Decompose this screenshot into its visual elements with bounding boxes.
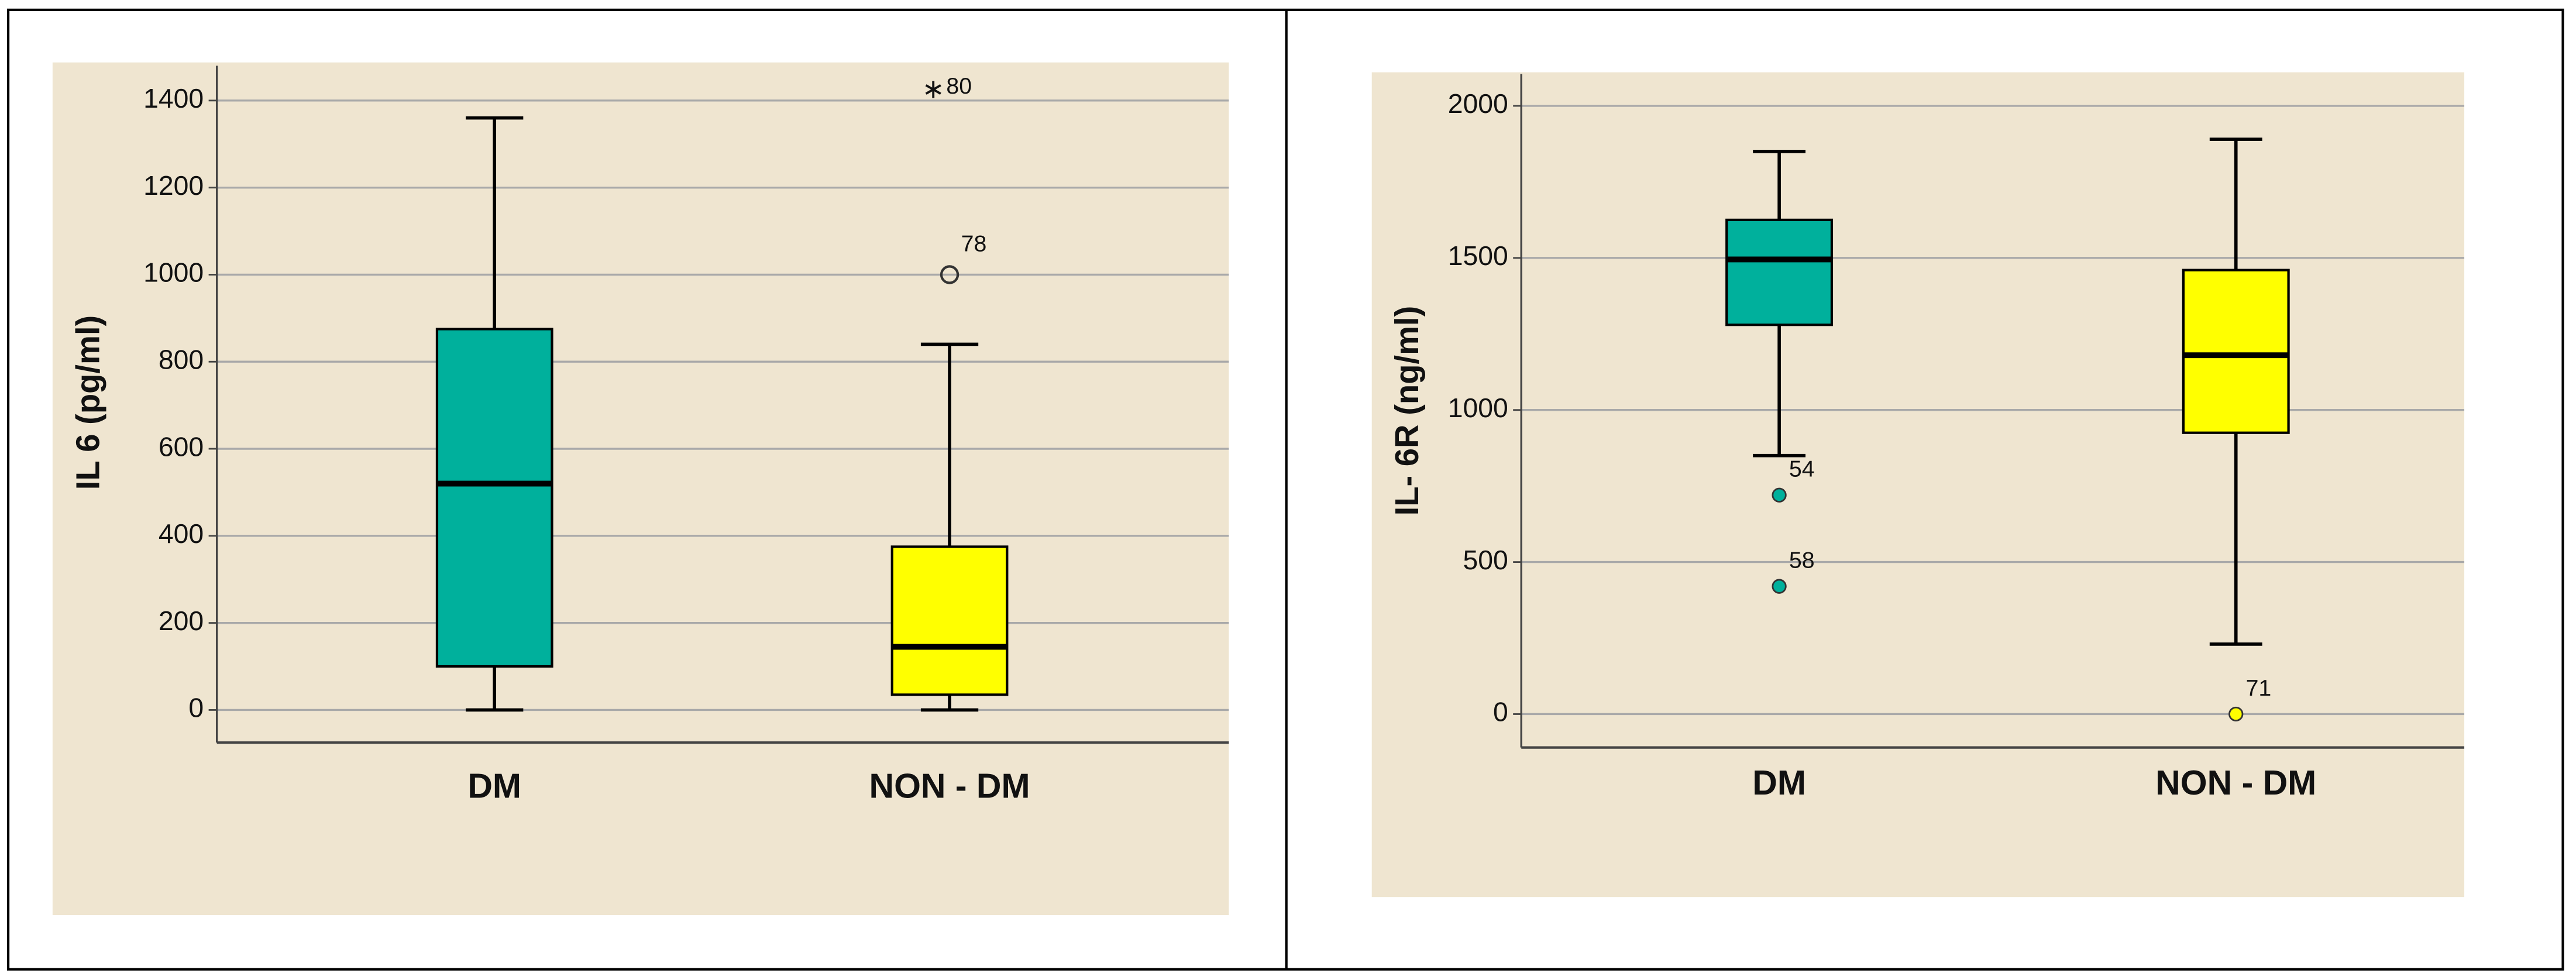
box bbox=[435, 328, 553, 668]
box bbox=[1725, 218, 1834, 326]
box bbox=[890, 545, 1009, 696]
chart-panel: 0 200 400 600 800 1000 1200 1400 IL 6 (pg/ml) DM N… bbox=[52, 62, 1229, 916]
chart-panel: 0 500 1000 1500 2000 IL- 6R (ng/ml) DM 54 58 NON … bbox=[1371, 72, 2465, 898]
x-tick-label: NON - DM bbox=[869, 767, 1030, 805]
outlier bbox=[2228, 706, 2244, 722]
y-tick-label: 400 bbox=[159, 518, 204, 549]
outlier-label: 80 bbox=[946, 73, 972, 99]
y-tick-label: 500 bbox=[1463, 545, 1508, 575]
y-tick-label: 800 bbox=[159, 344, 204, 374]
y-tick-label: 600 bbox=[159, 431, 204, 462]
y-tick-label: 1200 bbox=[143, 170, 204, 201]
outlier-label: 54 bbox=[1789, 456, 1815, 482]
outlier bbox=[940, 265, 959, 284]
x-tick-label: DM bbox=[1752, 764, 1806, 802]
y-tick-label: 0 bbox=[188, 693, 204, 723]
y-tick-label: 1400 bbox=[143, 83, 204, 114]
plot-background bbox=[1371, 72, 2465, 898]
y-axis-title: IL- 6R (ng/ml) bbox=[1388, 306, 1425, 516]
y-tick-label: 0 bbox=[1493, 697, 1508, 727]
x-tick-label: NON - DM bbox=[2155, 764, 2316, 802]
outlier bbox=[1772, 579, 1787, 594]
y-axis-title: IL 6 (pg/ml) bbox=[69, 315, 106, 490]
outlier-label: 71 bbox=[2246, 675, 2272, 701]
outlier bbox=[1772, 487, 1787, 503]
x-tick-label: DM bbox=[467, 767, 521, 805]
box bbox=[2182, 269, 2290, 434]
y-tick-label: 1000 bbox=[1448, 393, 1508, 423]
y-tick-label: 200 bbox=[159, 606, 204, 636]
y-tick-label: 2000 bbox=[1448, 88, 1508, 119]
y-tick-label: 1000 bbox=[143, 257, 204, 288]
outlier-label: 78 bbox=[961, 231, 987, 256]
outlier-label: 58 bbox=[1789, 547, 1815, 573]
outlier-star: ∗ bbox=[922, 73, 945, 104]
y-tick-label: 1500 bbox=[1448, 240, 1508, 271]
plot-background bbox=[52, 62, 1229, 916]
